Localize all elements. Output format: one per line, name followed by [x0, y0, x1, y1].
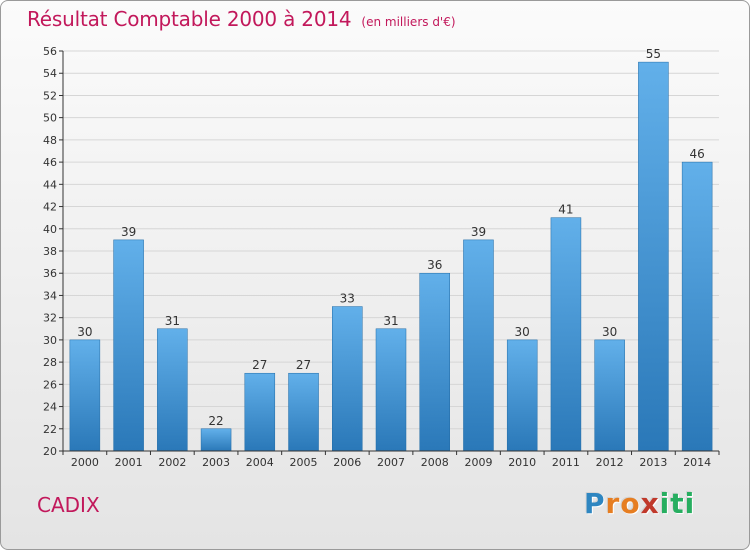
- data-label-2013: 55: [646, 47, 661, 61]
- y-tick-label: 56: [43, 45, 57, 58]
- bar-2002: [157, 328, 188, 452]
- x-tick-label-2014: 2014: [683, 456, 711, 469]
- y-tick-label: 46: [43, 156, 57, 169]
- y-tick-label: 44: [43, 178, 57, 191]
- data-label-2010: 30: [515, 325, 530, 339]
- data-label-2008: 36: [427, 258, 442, 272]
- commune-name: CADIX: [37, 493, 100, 517]
- y-tick-label: 24: [43, 401, 57, 414]
- x-tick-label-2000: 2000: [71, 456, 99, 469]
- x-tick-label-2012: 2012: [596, 456, 624, 469]
- y-tick-label: 48: [43, 134, 57, 147]
- bar-2011: [550, 217, 582, 452]
- bar-2004: [244, 372, 276, 452]
- logo-letter: x: [640, 487, 660, 520]
- logo-letter: i: [659, 487, 671, 520]
- data-label-2007: 31: [383, 314, 398, 328]
- bar-2013: [638, 61, 669, 452]
- y-tick-label: 32: [43, 312, 57, 325]
- x-tick-label-2004: 2004: [246, 456, 274, 469]
- bar-2014: [681, 161, 713, 452]
- x-tick-label-2007: 2007: [377, 456, 405, 469]
- x-tick-label-2011: 2011: [552, 456, 580, 469]
- y-tick-label: 36: [43, 267, 57, 280]
- y-tick-label: 26: [43, 378, 57, 391]
- x-tick-label-2001: 2001: [115, 456, 143, 469]
- bar-2000: [69, 339, 101, 452]
- logo-letter: t: [670, 487, 685, 520]
- logo-letter: o: [620, 487, 641, 520]
- bar-2008: [419, 272, 450, 452]
- logo-letter: i: [684, 487, 696, 520]
- x-tick-label-2013: 2013: [639, 456, 667, 469]
- bar-2009: [463, 239, 494, 452]
- x-tick-label-2008: 2008: [421, 456, 449, 469]
- y-tick-label: 52: [43, 89, 57, 102]
- data-label-2002: 31: [165, 314, 180, 328]
- data-label-2006: 33: [340, 292, 355, 306]
- data-label-2014: 46: [689, 147, 704, 161]
- data-label-2009: 39: [471, 225, 486, 239]
- axes: 20 22 24 26 28 30 32 34 36 38 40 42 44 46 48 50 52 54 56 30…: [43, 45, 720, 469]
- x-tick-label-2003: 2003: [202, 456, 230, 469]
- x-tick-label-2010: 2010: [508, 456, 536, 469]
- bar-2010: [506, 339, 538, 452]
- chart-unit-label: (en milliers d'€): [361, 15, 456, 29]
- data-label-2000: 30: [77, 325, 92, 339]
- y-tick-label: 50: [43, 112, 57, 125]
- bars: [69, 61, 713, 452]
- y-tick-label: 34: [43, 289, 57, 302]
- chart-title: Résultat Comptable 2000 à 2014 (en millie…: [27, 7, 456, 31]
- chart-title-text: Résultat Comptable 2000 à 2014: [27, 7, 352, 31]
- data-label-2005: 27: [296, 358, 311, 372]
- x-tick-label-2005: 2005: [290, 456, 318, 469]
- bar-2001: [113, 239, 144, 452]
- proxiti-logo: Proxiti: [584, 487, 695, 520]
- bar-2005: [288, 372, 319, 452]
- y-tick-label: 20: [43, 445, 57, 458]
- logo-letter: r: [605, 487, 621, 520]
- data-label-2004: 27: [252, 358, 267, 372]
- bar-2007: [375, 328, 407, 452]
- y-tick-label: 38: [43, 245, 57, 258]
- bar-2012: [594, 339, 625, 452]
- bar-2006: [332, 306, 363, 452]
- y-tick-label: 28: [43, 356, 57, 369]
- x-tick-label-2006: 2006: [333, 456, 361, 469]
- y-tick-label: 54: [43, 67, 57, 80]
- y-tick-label: 40: [43, 223, 57, 236]
- data-label-2011: 41: [558, 203, 573, 217]
- data-label-2012: 30: [602, 325, 617, 339]
- x-tick-label-2002: 2002: [158, 456, 186, 469]
- logo-letter: P: [584, 487, 606, 520]
- bar-2003: [200, 428, 232, 452]
- y-tick-label: 22: [43, 423, 57, 436]
- y-tick-label: 42: [43, 201, 57, 214]
- data-label-2001: 39: [121, 225, 136, 239]
- y-tick-label: 30: [43, 334, 57, 347]
- x-tick-label-2009: 2009: [464, 456, 492, 469]
- data-label-2003: 22: [208, 414, 223, 428]
